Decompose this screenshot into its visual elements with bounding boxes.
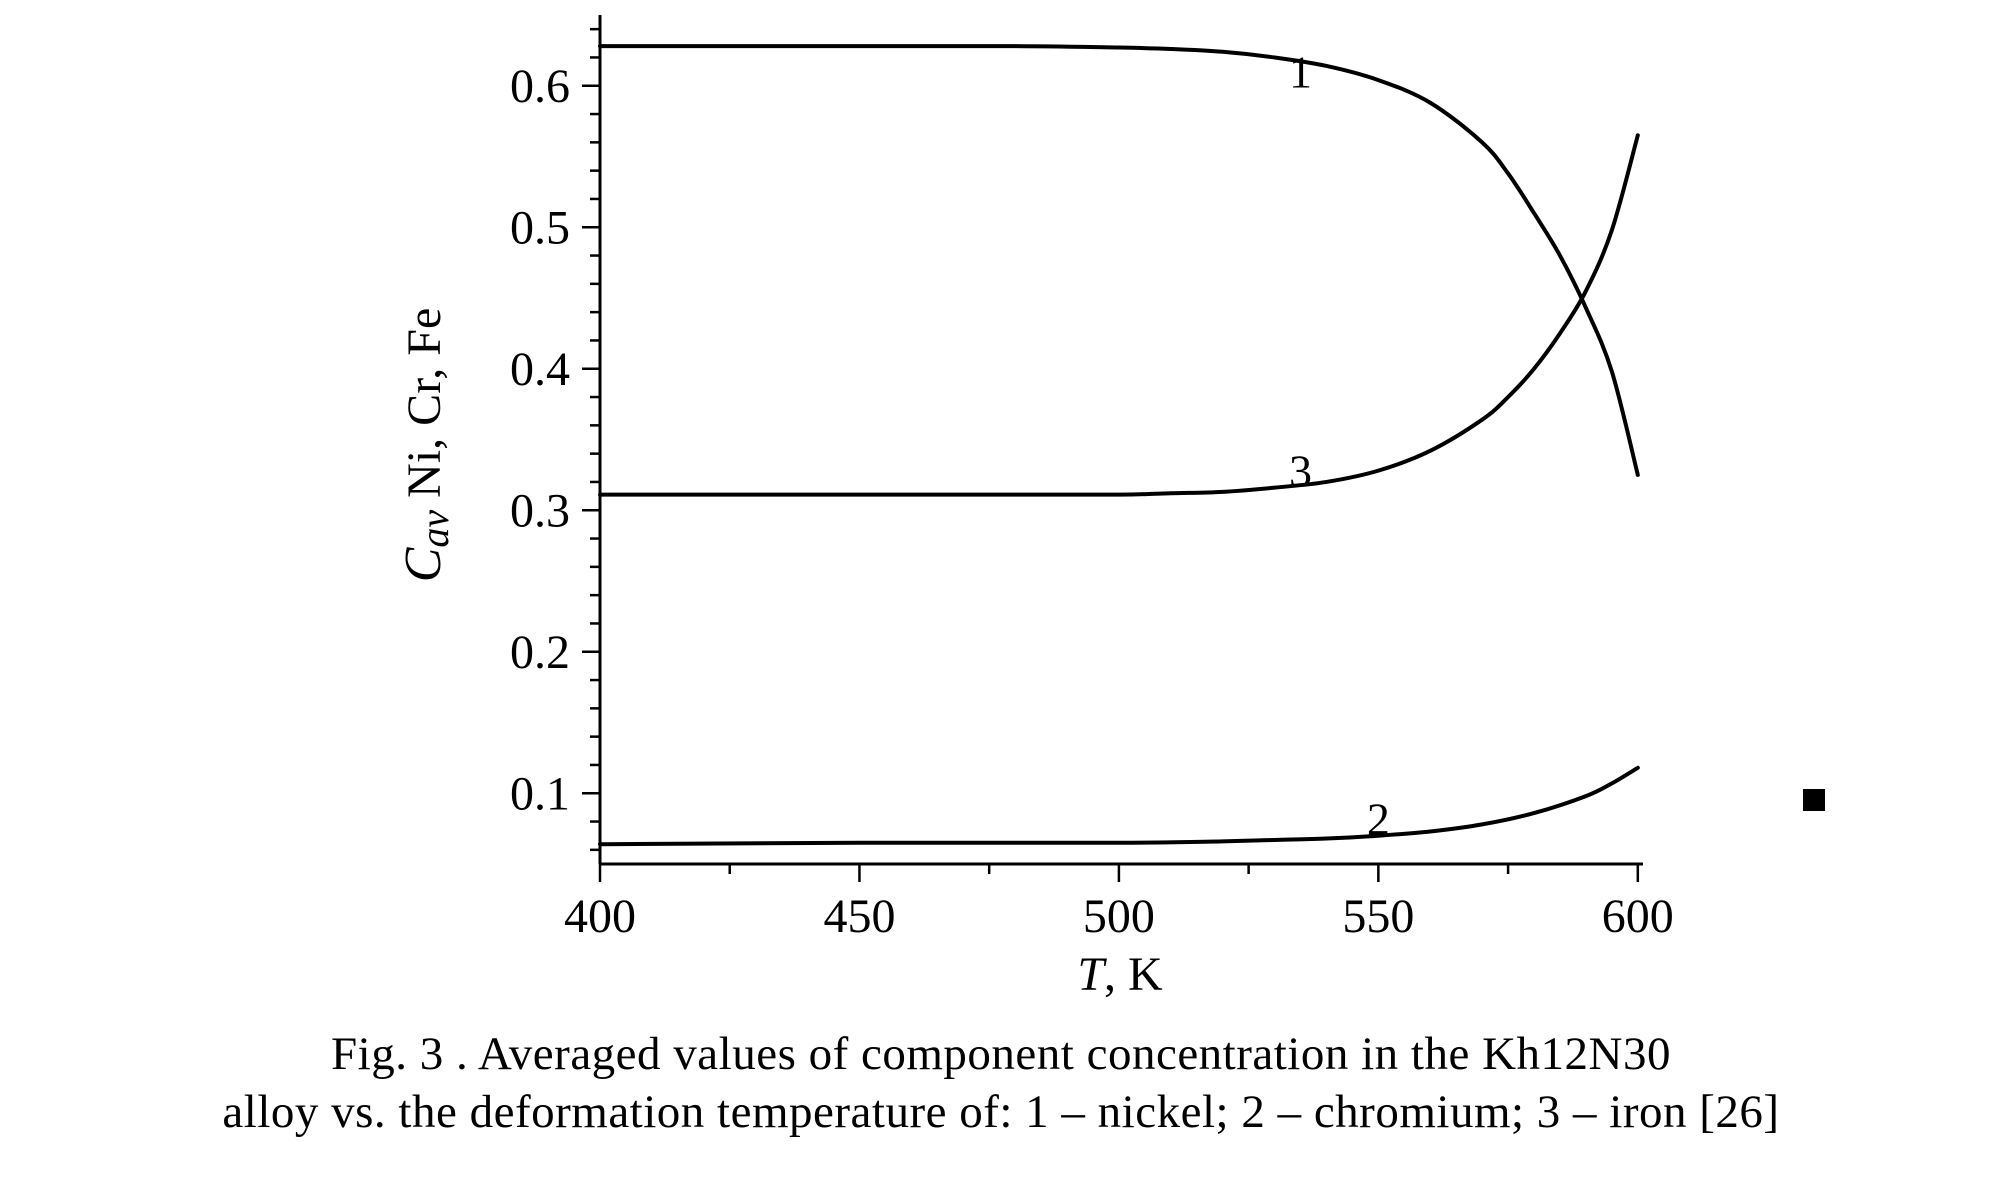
y-tick-label: 0.1: [510, 767, 570, 820]
series-label-1: 1: [1289, 47, 1312, 98]
axes: [598, 15, 1643, 866]
series-line-3: [598, 133, 1640, 497]
y-axis-label: Cav Ni, Cr, Fe: [395, 308, 457, 583]
x-axis-label: T, K: [1077, 948, 1163, 1001]
caption-line-2: alloy vs. the deformation temperature of…: [222, 1086, 1780, 1138]
x-tick-label: 500: [1083, 890, 1155, 943]
x-axis-label-symbol: T: [1077, 948, 1107, 1001]
y-axis-label-elements: Ni, Cr, Fe: [398, 308, 451, 510]
curves: [598, 44, 1640, 847]
series-line-1: [598, 44, 1640, 477]
series-line-2: [598, 765, 1640, 847]
caption-line-1: Fig. 3 . Averaged values of component co…: [331, 1028, 1671, 1080]
series-label-2: 2: [1367, 794, 1390, 845]
y-tick-label: 0.5: [510, 201, 570, 254]
y-tick-label: 0.4: [510, 343, 570, 396]
x-tick-label: 600: [1602, 890, 1674, 943]
x-tick-label: 450: [823, 890, 895, 943]
curve-labels: 1 2 3: [1289, 47, 1390, 845]
y-axis-label-subscript: av: [412, 510, 457, 548]
series-label-3: 3: [1289, 446, 1312, 497]
x-tick-label: 550: [1342, 890, 1414, 943]
y-tick-label: 0.3: [510, 484, 570, 537]
square-marker-icon: [1803, 789, 1825, 811]
x-tick-label: 400: [564, 890, 636, 943]
x-axis-label-unit: , K: [1104, 948, 1163, 1001]
y-tick-label: 0.2: [510, 626, 570, 679]
y-tick-label: 0.6: [510, 60, 570, 113]
ticks: 400 450 500 550 600 0.1 0.2 0.3 0.4 0.5 0.6: [510, 27, 1674, 943]
figure-caption: Fig. 3 . Averaged values of component co…: [0, 1025, 2002, 1141]
y-axis-label-symbol: C: [395, 546, 452, 582]
